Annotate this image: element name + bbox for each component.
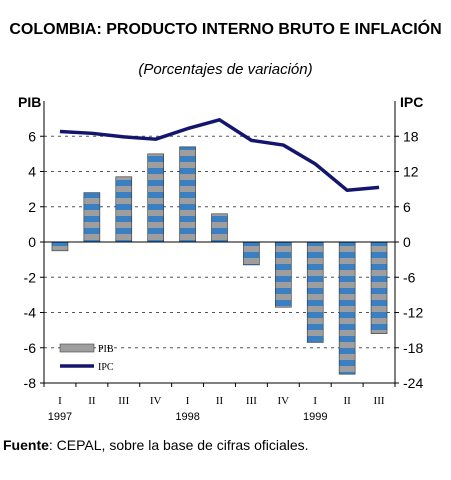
source-label: Fuente	[3, 437, 49, 453]
year-label: 1997	[48, 411, 72, 423]
pib-bar	[275, 241, 292, 308]
category-label: II	[216, 395, 224, 407]
chart-title: COLOMBIA: PRODUCTO INTERNO BRUTO E INFLA…	[9, 21, 442, 38]
right-tick-label: 18	[403, 128, 419, 144]
pib-bar	[338, 241, 356, 375]
year-label: 1998	[175, 411, 199, 423]
category-label: II	[88, 395, 96, 407]
chart-subtitle: (Porcentajes de variación)	[138, 61, 313, 78]
pib-bar	[370, 241, 388, 334]
right-tick-label: 6	[403, 199, 411, 215]
pib-bar	[243, 241, 260, 266]
left-tick-label: -8	[24, 375, 37, 391]
right-tick-label: -18	[403, 340, 423, 356]
category-label: I	[186, 395, 190, 407]
category-label: II	[343, 395, 351, 407]
pib-bar	[306, 241, 324, 343]
right-tick-label: -24	[403, 375, 423, 391]
legend-pib-label: PIB	[98, 344, 114, 355]
left-tick-label: -6	[24, 340, 37, 356]
legend-ipc-label: IPC	[98, 362, 114, 373]
legend-pib-swatch	[59, 343, 95, 353]
category-label: I	[313, 395, 317, 407]
ipc-line	[59, 118, 380, 193]
gridlines	[44, 135, 395, 349]
left-tick-label: 6	[28, 128, 36, 144]
pib-bar	[51, 241, 69, 252]
right-axis-title: IPC	[400, 94, 423, 110]
right-tick-label: -12	[403, 305, 423, 321]
pib-bar	[211, 213, 228, 243]
source-note: Fuente: CEPAL, sobre la base de cifras o…	[3, 437, 309, 453]
right-tick-label: 0	[403, 234, 411, 250]
left-tick-label: 0	[28, 234, 36, 250]
pib-bar	[147, 153, 164, 243]
category-label: IV	[150, 395, 162, 407]
left-tick-label: -4	[24, 305, 37, 321]
legend: PIB IPC	[59, 343, 114, 373]
source-text: : CEPAL, sobre la base de cifras oficial…	[48, 437, 309, 453]
year-label: 1999	[303, 411, 327, 423]
category-label: III	[374, 395, 385, 407]
right-tick-label: 12	[403, 164, 419, 180]
left-tick-label: 2	[28, 199, 36, 215]
pib-bars	[51, 146, 388, 375]
category-label: III	[118, 395, 129, 407]
category-label: I	[58, 395, 62, 407]
left-tick-label: 4	[28, 164, 36, 180]
category-label: III	[246, 395, 257, 407]
pib-bar	[83, 192, 101, 243]
pib-bar	[179, 146, 196, 243]
right-tick-label: -6	[403, 269, 416, 285]
left-tick-label: -2	[24, 269, 37, 285]
left-axis-title: PIB	[18, 94, 41, 110]
ipc-line-layer	[59, 118, 380, 193]
category-label: IV	[278, 395, 290, 407]
pib-bar	[115, 176, 133, 243]
